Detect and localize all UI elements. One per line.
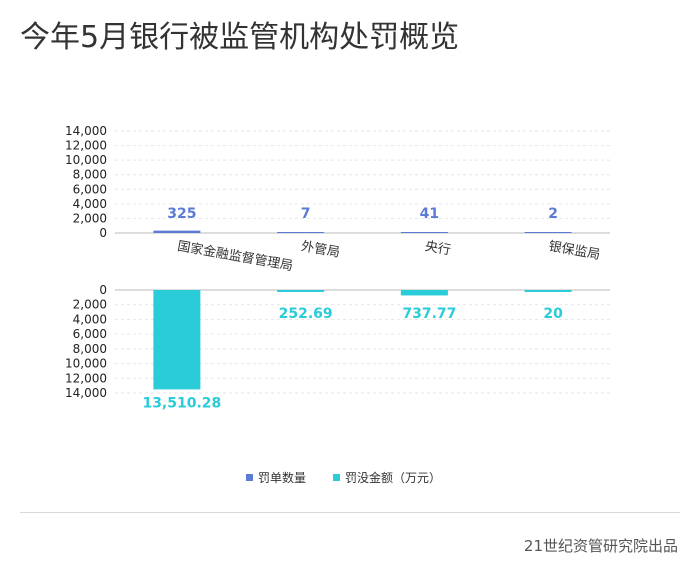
- category-label: 国家金融监督管理局: [176, 238, 294, 274]
- count-data-label: 2: [548, 206, 558, 222]
- top-y-tick-label: 10,000: [65, 153, 107, 167]
- bar-chart: 02,0004,0006,0008,00010,00012,00014,0000…: [65, 124, 610, 485]
- count-bar: [400, 232, 448, 233]
- top-y-tick-label: 6,000: [73, 182, 107, 196]
- count-data-label: 325: [167, 206, 196, 222]
- legend-amount-label: 罚没金额（万元）: [345, 470, 441, 485]
- bottom-y-tick-label: 12,000: [65, 371, 107, 385]
- category-label: 央行: [424, 239, 452, 258]
- bottom-y-tick-label: 4,000: [73, 312, 107, 326]
- bottom-y-tick-label: 8,000: [73, 342, 107, 356]
- top-y-tick-label: 14,000: [65, 124, 107, 138]
- amount-bar: [524, 290, 572, 292]
- amount-data-label: 13,510.28: [142, 395, 221, 411]
- page-title: 今年5月银行被监管机构处罚概览: [20, 20, 460, 55]
- amount-data-label: 252.69: [279, 306, 333, 322]
- count-bar: [153, 230, 201, 233]
- count-bar: [277, 232, 325, 233]
- bottom-y-tick-label: 14,000: [65, 386, 107, 400]
- bottom-y-tick-label: 0: [99, 283, 107, 297]
- amount-bar: [277, 290, 325, 292]
- top-y-tick-label: 8,000: [73, 168, 107, 182]
- source-credit: 21世纪资管研究院出品: [523, 537, 678, 555]
- category-label: 外管局: [300, 239, 341, 261]
- count-data-label: 7: [301, 206, 311, 222]
- top-y-tick-label: 2,000: [73, 211, 107, 225]
- category-label: 银保监局: [547, 239, 601, 263]
- bottom-y-tick-label: 2,000: [73, 298, 107, 312]
- legend-count-swatch: [246, 474, 253, 481]
- top-y-tick-label: 4,000: [73, 197, 107, 211]
- top-y-tick-label: 12,000: [65, 139, 107, 153]
- amount-bar: [400, 290, 448, 296]
- bottom-y-tick-label: 10,000: [65, 357, 107, 371]
- legend-count-label: 罚单数量: [258, 470, 306, 485]
- bottom-y-tick-label: 6,000: [73, 327, 107, 341]
- amount-data-label: 737.77: [402, 306, 456, 322]
- amount-bar: [153, 290, 201, 390]
- legend-amount-swatch: [333, 474, 340, 481]
- count-data-label: 41: [420, 206, 439, 222]
- amount-data-label: 20: [543, 306, 563, 322]
- top-y-tick-label: 0: [99, 226, 107, 240]
- count-bar: [524, 232, 572, 233]
- footer-divider: [20, 512, 680, 513]
